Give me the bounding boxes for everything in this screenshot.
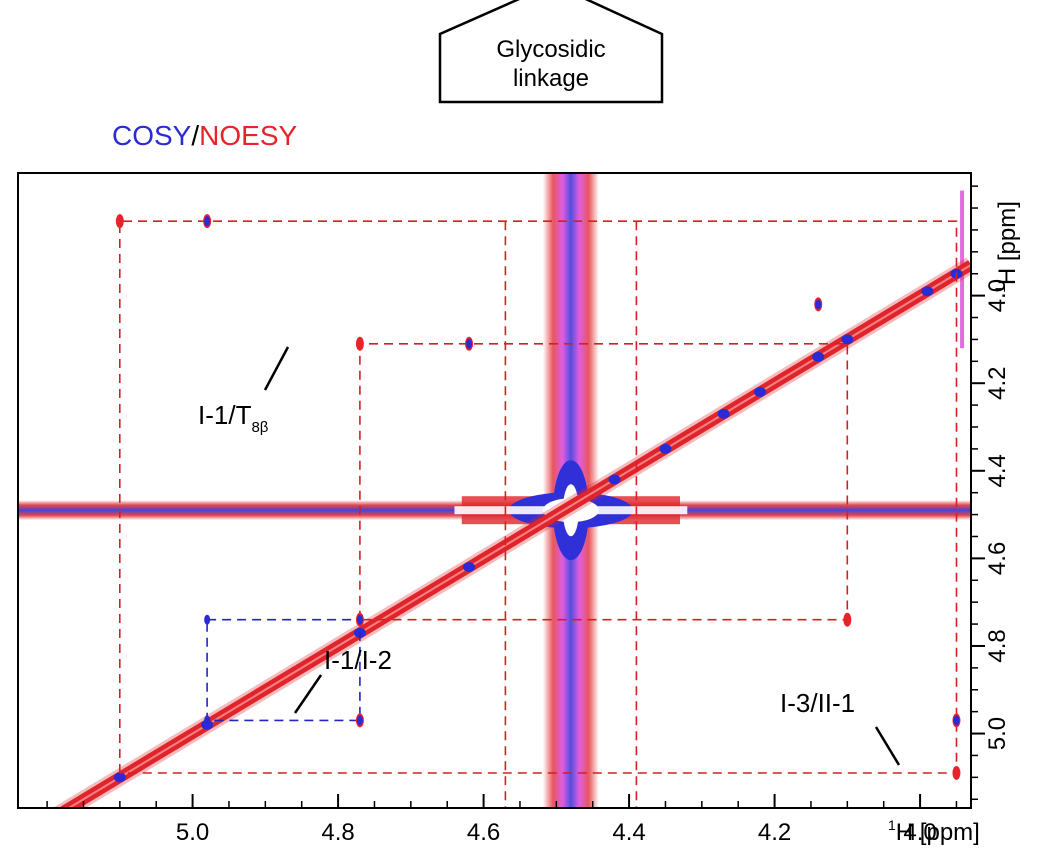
x-tick-label: 4.0 (903, 819, 936, 846)
y-tick-label: 4.2 (984, 367, 1011, 400)
x-tick-label: 4.4 (612, 819, 645, 846)
diagonal-peak (754, 386, 767, 397)
annotation-i1-t8b-text: I-1/T8β (198, 400, 269, 436)
diagonal-peak (717, 408, 730, 419)
cosy-peak (466, 338, 473, 349)
cosy-peak (356, 715, 363, 726)
cosy-dashed-path (206, 618, 361, 722)
cosy-peak (204, 216, 211, 227)
diagonal-peak (463, 562, 476, 573)
cosy-peak (953, 715, 960, 726)
y-axis-label: 1H [ppm] (992, 201, 1021, 293)
noesy-peak (115, 214, 124, 229)
noesy-peak (355, 336, 364, 351)
annotation-i1-i2: I-1/I-2 (293, 645, 392, 714)
annotation-i3-ii1-text: I-3/II-1 (780, 688, 855, 718)
diagonal-peak (608, 474, 621, 485)
y-axis-label-main: H [ppm] (994, 201, 1021, 285)
x-tick-label: 4.2 (758, 819, 791, 846)
diagonal-ridge-core (66, 264, 971, 808)
glycosidic-linkage-callout: Glycosidic linkage (438, 0, 664, 104)
diagonal-ridge (52, 216, 1043, 808)
annotation-i1-t8b-sub: 8β (251, 419, 268, 436)
noesy-peak (952, 765, 961, 780)
x-tick-label: 4.6 (467, 819, 500, 846)
legend: COSY/NOESY (112, 120, 297, 151)
annotation-leader-i1-t8b (263, 346, 290, 391)
y-tick-label: 4.6 (984, 542, 1011, 575)
annotation-i1-i2-text: I-1/I-2 (324, 645, 392, 675)
annotation-i1-t8b-main: I-1/T (198, 400, 252, 430)
legend-cosy: COSY (112, 120, 192, 151)
annotation-i1-t8b: I-1/T8β (198, 346, 290, 436)
cosy-peak (204, 715, 211, 726)
annotation-leader-i3-ii1 (874, 726, 901, 766)
diagonal-peak (113, 772, 126, 783)
y-axis: 4.0 4.2 4.4 4.6 4.8 5.0 (971, 185, 1011, 800)
x-axis: 5.0 4.8 4.6 4.4 4.2 4.0 (46, 794, 958, 846)
x-axis-label: 1H [ppm] (888, 817, 980, 846)
plot-content (18, 173, 1043, 808)
y-tick-label: 4.8 (984, 629, 1011, 662)
y-tick-label: 4.4 (984, 454, 1011, 487)
y-axis-label-sup: 1 (992, 285, 1008, 293)
y-tick-label: 5.0 (984, 717, 1011, 750)
legend-noesy: NOESY (199, 120, 297, 151)
x-tick-label: 4.8 (321, 819, 354, 846)
diagonal-peak (812, 351, 825, 362)
noesy-peak (843, 612, 852, 627)
diagonal-peak (921, 286, 934, 297)
x-tick-label: 5.0 (176, 819, 209, 846)
cosy-peak (815, 299, 822, 310)
noesy-dashed-path (119, 220, 958, 774)
cross-peaks (115, 214, 961, 780)
callout-house-shape (438, 0, 664, 104)
diagonal-peak (659, 443, 672, 454)
cosy-peak (204, 614, 211, 625)
y-tick-label: 4.0 (984, 279, 1011, 312)
connectivity-dashes (119, 220, 958, 808)
diagonal-peak (1038, 216, 1043, 226)
annotation-leader-i1-i2 (293, 674, 323, 714)
annotation-i3-ii1: I-3/II-1 (780, 688, 901, 766)
x-axis-label-sup: 1 (888, 817, 896, 833)
plot-frame (17, 172, 972, 809)
cosy-peak (356, 614, 363, 625)
callout-line-2: linkage (513, 65, 589, 92)
diagonal-peak (841, 334, 854, 345)
legend-separator: / (191, 120, 199, 151)
callout-line-1: Glycosidic (496, 36, 605, 63)
noesy-dashed-path (359, 343, 849, 621)
x-axis-label-main: H [ppm] (896, 819, 980, 846)
